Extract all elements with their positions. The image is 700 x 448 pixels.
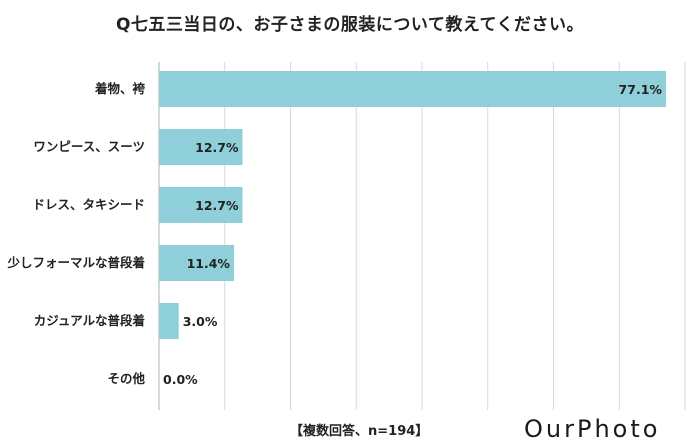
- value-label: 11.4%: [187, 256, 231, 271]
- bar: [159, 187, 243, 223]
- category-label: その他: [107, 371, 145, 386]
- ourphoto-logo: OurPhoto: [524, 415, 661, 443]
- value-label: 12.7%: [195, 198, 239, 213]
- category-label: 着物、袴: [94, 81, 146, 96]
- gridlines: [158, 62, 686, 410]
- bar: [159, 129, 243, 165]
- labels: 着物、袴 77.1% ワンピース、スーツ 12.7% ドレス、タキシード 12.7% 少しフ…: [6, 81, 662, 387]
- value-label: 3.0%: [183, 314, 218, 329]
- sample-size-note: 【複数回答、n=194】: [290, 424, 429, 439]
- bars: [159, 71, 666, 339]
- bar: [159, 303, 179, 339]
- bar: [159, 245, 234, 281]
- value-label: 0.0%: [163, 372, 198, 387]
- value-label: 12.7%: [195, 140, 239, 155]
- bar: [159, 71, 666, 107]
- chart-title: Q七五三当日の、お子さまの服装について教えてください。: [115, 15, 585, 35]
- value-label: 77.1%: [619, 82, 663, 97]
- category-label: カジュアルな普段着: [34, 313, 145, 328]
- category-label: 少しフォーマルな普段着: [6, 255, 145, 270]
- category-label: ドレス、タキシード: [32, 197, 145, 212]
- category-label: ワンピース、スーツ: [33, 139, 145, 154]
